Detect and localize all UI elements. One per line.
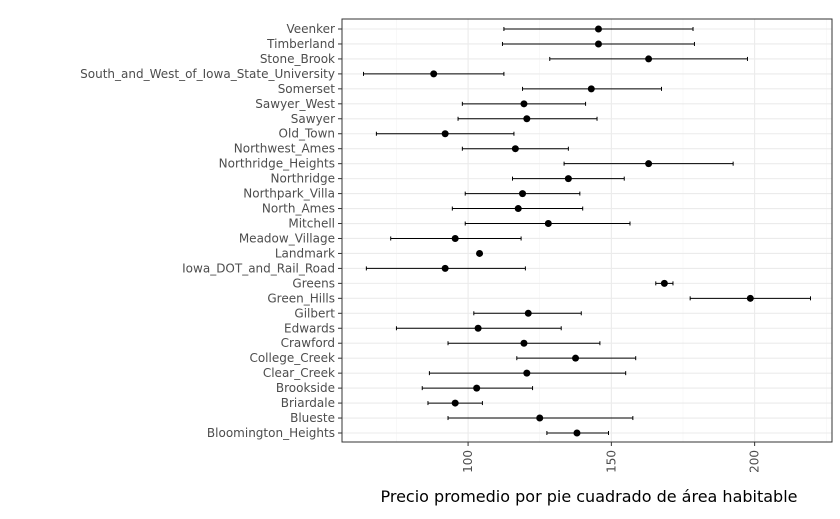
mean-point [572, 354, 580, 362]
mean-point [587, 85, 595, 93]
y-tick-label: Green_Hills [267, 291, 335, 305]
mean-point [474, 324, 482, 332]
y-tick-label: North_Ames [262, 202, 335, 216]
y-tick-label: South_and_West_of_Iowa_State_University [80, 67, 335, 81]
y-tick-label: Clear_Creek [263, 366, 335, 380]
mean-point [544, 220, 552, 228]
y-tick-label: Northridge_Heights [219, 157, 335, 171]
y-tick-label: College_Creek [249, 351, 335, 365]
mean-points [430, 25, 754, 437]
x-axis-ticks: 100 150 200 [461, 442, 762, 473]
mean-point [523, 369, 531, 377]
y-tick-label: Sawyer_West [255, 97, 335, 111]
grid-lines [342, 19, 832, 442]
mean-point [564, 175, 572, 183]
mean-point [511, 145, 519, 153]
mean-point [573, 429, 581, 437]
mean-point [523, 115, 531, 123]
error-bars [362, 27, 812, 435]
mean-point [524, 309, 532, 317]
mean-point [594, 25, 602, 33]
y-axis-ticks: Bloomington_HeightsBluesteBriardaleBrook… [80, 22, 342, 440]
y-tick-label: Gilbert [294, 306, 335, 320]
y-tick-label: Greens [292, 276, 335, 290]
y-tick-label: Briardale [281, 396, 335, 410]
mean-point [473, 384, 481, 392]
x-tick-label: 100 [461, 450, 475, 473]
y-tick-label: Meadow_Village [239, 231, 335, 245]
y-tick-label: Edwards [284, 321, 335, 335]
y-tick-label: Old_Town [279, 127, 335, 141]
mean-point [645, 160, 653, 168]
y-tick-label: Timberland [266, 37, 335, 51]
mean-point [660, 279, 668, 287]
mean-point [519, 190, 527, 198]
mean-point [520, 339, 528, 347]
y-tick-label: Brookside [276, 381, 335, 395]
mean-point [536, 414, 544, 422]
y-tick-label: Somerset [278, 82, 336, 96]
mean-point [451, 399, 459, 407]
mean-point [520, 100, 528, 108]
x-tick-label: 200 [748, 450, 762, 473]
y-tick-label: Northridge [271, 172, 335, 186]
mean-point [645, 55, 653, 63]
y-tick-label: Northpark_Villa [243, 187, 335, 201]
y-tick-label: Iowa_DOT_and_Rail_Road [182, 261, 335, 275]
mean-point [430, 70, 438, 78]
mean-point [441, 264, 449, 272]
mean-point [441, 130, 449, 138]
mean-point [594, 40, 602, 48]
mean-point [476, 249, 484, 257]
x-axis-title: Precio promedio por pie cuadrado de área… [380, 487, 797, 506]
mean-point [746, 294, 754, 302]
y-tick-label: Northwest_Ames [234, 142, 335, 156]
y-tick-label: Sawyer [291, 112, 335, 126]
y-tick-label: Mitchell [288, 217, 335, 231]
y-tick-label: Veenker [287, 22, 336, 36]
mean-point [514, 205, 522, 213]
mean-point [451, 234, 459, 242]
panel-border [341, 18, 833, 443]
y-tick-label: Blueste [290, 411, 335, 425]
y-tick-label: Landmark [275, 246, 335, 260]
x-tick-label: 150 [604, 450, 618, 473]
y-tick-label: Crawford [281, 336, 335, 350]
y-tick-label: Bloomington_Heights [207, 426, 335, 440]
y-tick-label: Stone_Brook [260, 52, 335, 66]
